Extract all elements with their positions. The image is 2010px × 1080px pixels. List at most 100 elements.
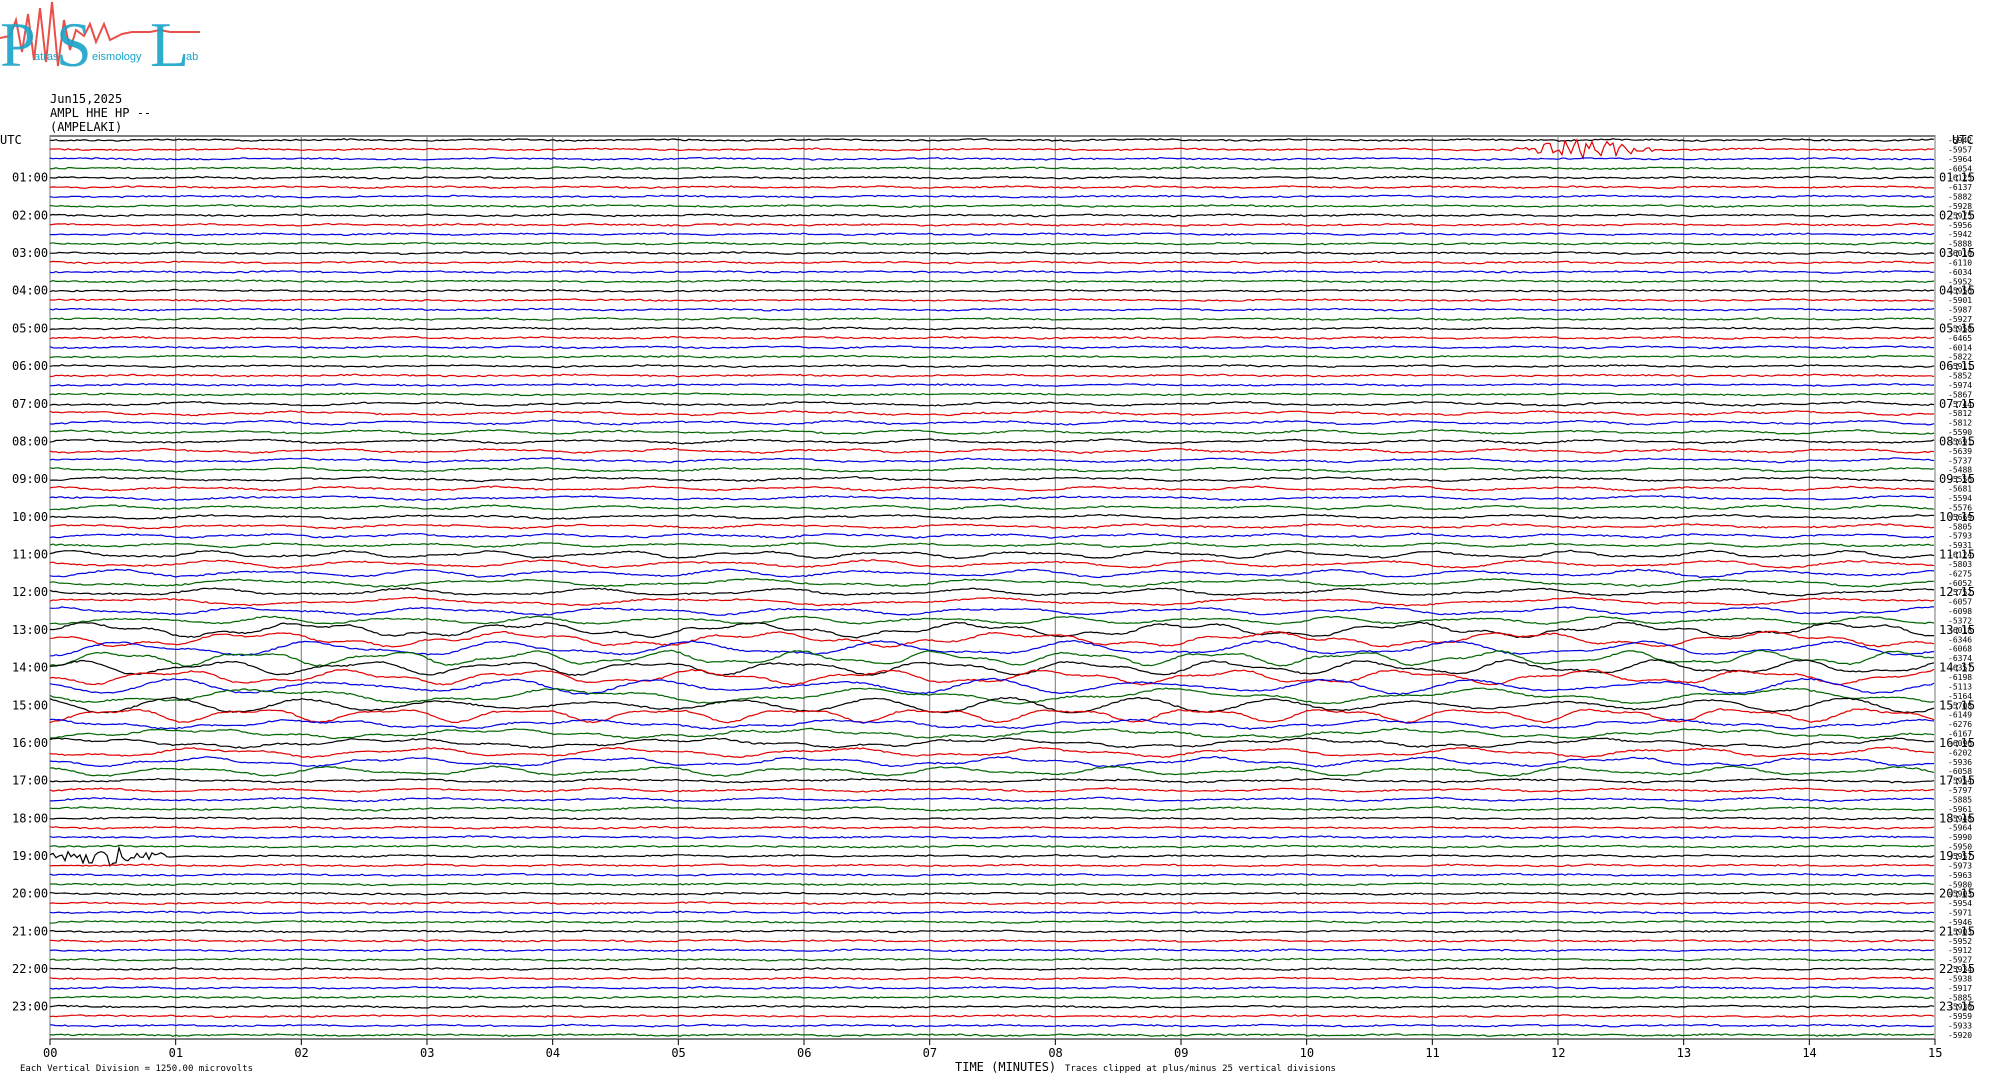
x-tick-label: 01 xyxy=(169,1046,183,1060)
right-hour-label: 09:15 xyxy=(1939,472,1975,486)
trace-offset-label: -6018 xyxy=(1948,626,1972,635)
trace-offset-label: -5737 xyxy=(1948,456,1972,465)
trace-line xyxy=(49,222,1935,227)
utc-label-left: UTC xyxy=(0,133,22,147)
trace-line xyxy=(49,373,1935,378)
trace-line xyxy=(49,345,1935,350)
logo-word-2: eismology xyxy=(92,51,142,63)
trace-offset-label: -5113 xyxy=(1948,682,1972,691)
trace-offset-label: -5987 xyxy=(1948,306,1972,315)
x-tick-label: 06 xyxy=(797,1046,811,1060)
trace-line xyxy=(49,938,1935,943)
left-hour-label: 01:00 xyxy=(12,171,48,185)
trace-offset-label: -6058 xyxy=(1948,767,1972,776)
chart-station: AMPL HHE HP -- xyxy=(50,106,152,120)
trace-offset-label: -5958 xyxy=(1948,324,1972,333)
trace-line xyxy=(49,513,1935,520)
trace-offset-label: -5936 xyxy=(1948,758,1972,767)
trace-offset-label: -5812 xyxy=(1948,419,1972,428)
trace-line xyxy=(49,615,1935,626)
trace-line xyxy=(49,559,1935,569)
trace-offset-label: -5164 xyxy=(1948,692,1972,701)
trace-offset-label: -6124 xyxy=(1948,551,1972,560)
trace-line xyxy=(49,727,1935,740)
trace-offset-label: -5933 xyxy=(1948,1022,1972,1031)
trace-offset-label: -6057 xyxy=(1948,598,1972,607)
trace-line xyxy=(49,156,1935,161)
trace-line xyxy=(49,1023,1935,1028)
trace-offset-label: -5931 xyxy=(1948,541,1972,550)
trace-offset-label: -6167 xyxy=(1948,730,1972,739)
trace-offset-label: -5812 xyxy=(1948,409,1972,418)
trace-line xyxy=(49,985,1935,990)
trace-line xyxy=(49,298,1935,303)
trace-offset-label: -5954 xyxy=(1948,899,1972,908)
left-hour-label: 07:00 xyxy=(12,397,48,411)
x-tick-label: 07 xyxy=(923,1046,937,1060)
trace-line xyxy=(49,630,1935,648)
trace-line xyxy=(49,354,1935,359)
logo-seismogram xyxy=(0,1,200,67)
trace-line xyxy=(49,260,1935,265)
trace-line xyxy=(49,476,1935,483)
trace-offset-label: -5805 xyxy=(1948,522,1972,531)
trace-offset-label: -5901 xyxy=(1948,296,1972,305)
trace-line xyxy=(49,542,1935,549)
trace-offset-label: -5744 xyxy=(1948,400,1972,409)
trace-line xyxy=(49,288,1935,293)
trace-offset-label: -5990 xyxy=(1948,833,1972,842)
trace-offset-label: -5797 xyxy=(1948,786,1972,795)
trace-line xyxy=(49,392,1935,397)
trace-offset-label: -5882 xyxy=(1948,193,1972,202)
trace-line xyxy=(49,457,1935,464)
left-hour-label: 03:00 xyxy=(12,246,48,260)
trace-line xyxy=(49,787,1935,793)
psl-logo: P S L atras eismology ab xyxy=(0,1,200,72)
left-hour-label: 16:00 xyxy=(12,736,48,750)
left-hour-label: 09:00 xyxy=(12,472,48,486)
trace-line xyxy=(49,737,1935,749)
logo-word-3: ab xyxy=(186,51,198,63)
trace-offset-label: -5956 xyxy=(1948,287,1972,296)
trace-line xyxy=(49,175,1935,180)
x-tick-label: 15 xyxy=(1928,1046,1942,1060)
trace-offset-label: -5691 xyxy=(1948,438,1972,447)
left-hour-label: 20:00 xyxy=(12,887,48,901)
trace-line xyxy=(49,746,1935,759)
right-hour-label: 16:15 xyxy=(1939,736,1975,750)
left-hour-label: 22:00 xyxy=(12,962,48,976)
trace-line xyxy=(49,307,1935,312)
trace-line xyxy=(49,755,1935,768)
trace-offset-label: -6149 xyxy=(1948,711,1972,720)
x-axis-label: TIME (MINUTES) xyxy=(955,1060,1056,1074)
trace-offset-label: -6202 xyxy=(1948,748,1972,757)
trace-line xyxy=(49,213,1935,218)
trace-line xyxy=(49,668,1935,686)
trace-line xyxy=(49,410,1935,417)
trace-line xyxy=(49,494,1935,502)
trace-offset-label: -5956 xyxy=(1948,221,1972,230)
trace-offset-label: -5752 xyxy=(1948,588,1972,597)
trace-line xyxy=(49,659,1935,677)
trace-offset-label: -5957 xyxy=(1948,852,1972,861)
trace-line xyxy=(49,232,1935,237)
trace-offset-label: -6010 xyxy=(1948,249,1972,258)
trace-offset-label: -5964 xyxy=(1948,824,1972,833)
right-hour-label: 10:15 xyxy=(1939,510,1975,524)
trace-line xyxy=(49,317,1935,321)
trace-line xyxy=(49,957,1935,962)
x-tick-label: 04 xyxy=(546,1046,560,1060)
trace-line xyxy=(49,816,1935,821)
trace-offset-label: -5594 xyxy=(1948,494,1972,503)
trace-offset-label: -5803 xyxy=(1948,560,1972,569)
trace-line xyxy=(49,138,1935,142)
trace-line xyxy=(49,587,1935,597)
trace-line xyxy=(49,948,1935,953)
trace-offset-label: -5669 xyxy=(1948,513,1972,522)
trace-offset-label: -6096 xyxy=(1948,739,1972,748)
trace-offset-label: -5980 xyxy=(1948,880,1972,889)
trace-offset-label: -5576 xyxy=(1948,503,1972,512)
trace-line xyxy=(49,269,1935,274)
trace-line xyxy=(49,1033,1935,1038)
